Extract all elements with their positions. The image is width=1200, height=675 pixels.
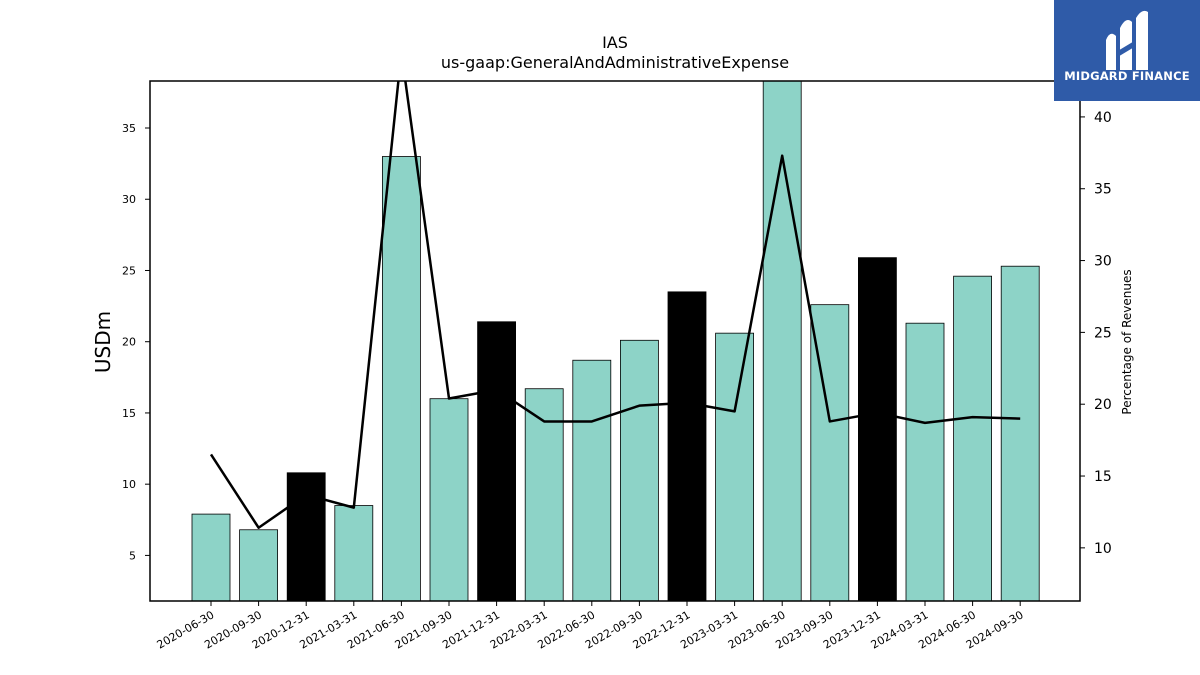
x-axis-ticks: 2020-06-302020-09-302020-12-312021-03-31…	[155, 601, 1026, 652]
bar	[953, 275, 992, 601]
left-axis-ticks: 5 10 15 20 25 30 35	[122, 122, 150, 562]
bar	[381, 156, 421, 601]
y2-tick-label: 40	[1094, 110, 1112, 126]
bar	[429, 398, 469, 601]
percentage-line	[209, 81, 1021, 529]
y2-tick-label: 15	[1094, 469, 1112, 485]
plot-frame	[149, 80, 1081, 602]
y2-tick-label: 10	[1094, 541, 1112, 557]
bar	[620, 339, 659, 601]
bar	[334, 505, 374, 601]
y-axis-label: USDm	[91, 311, 115, 373]
y-tick-label: 20	[122, 336, 136, 349]
y-tick-label: 5	[129, 549, 136, 562]
bar	[477, 321, 517, 601]
bar	[762, 81, 802, 601]
right-axis-ticks: 10 15 20 25 30 35 40	[1080, 110, 1112, 557]
bar	[572, 359, 612, 601]
bar	[667, 291, 707, 601]
bar	[524, 388, 564, 601]
y-tick-label: 25	[122, 264, 136, 277]
y-tick-label: 10	[122, 478, 136, 491]
logo-text: MIDGARD FINANCE	[1064, 69, 1190, 83]
bar	[239, 529, 279, 601]
y2-axis-label: Percentage of Revenues	[1120, 269, 1134, 414]
y2-tick-label: 20	[1094, 397, 1112, 413]
bar	[858, 257, 897, 601]
y2-tick-label: 35	[1094, 182, 1112, 198]
bar	[715, 332, 754, 601]
bars-layer	[191, 81, 1040, 601]
logo-mark-icon	[1106, 10, 1148, 70]
bar	[286, 472, 326, 601]
y-tick-label: 30	[122, 193, 136, 206]
y2-tick-label: 30	[1094, 254, 1112, 270]
bar	[191, 513, 231, 601]
midgard-finance-logo: MIDGARD FINANCE	[1054, 0, 1200, 101]
line-layer	[209, 81, 1021, 529]
chart-subtitle: us-gaap:GeneralAndAdministrativeExpense	[441, 53, 789, 72]
y-tick-label: 35	[122, 122, 136, 135]
chart-title: IAS	[602, 33, 628, 52]
bar	[1000, 265, 1040, 601]
y2-tick-label: 25	[1094, 325, 1112, 341]
y-tick-label: 15	[122, 407, 136, 420]
bar	[905, 322, 945, 601]
